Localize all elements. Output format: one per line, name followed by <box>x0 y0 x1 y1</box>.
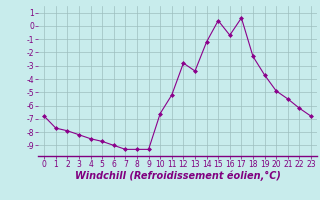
X-axis label: Windchill (Refroidissement éolien,°C): Windchill (Refroidissement éolien,°C) <box>75 171 281 181</box>
